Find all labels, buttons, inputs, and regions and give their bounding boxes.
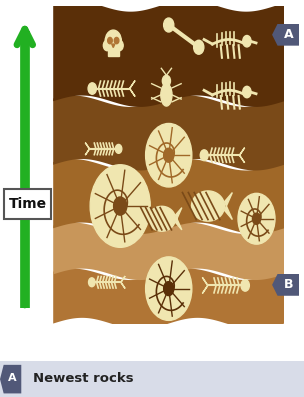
Polygon shape [0, 365, 21, 393]
Polygon shape [130, 81, 135, 96]
Circle shape [105, 30, 121, 52]
Circle shape [115, 145, 122, 153]
Polygon shape [53, 223, 284, 280]
Text: Time: Time [9, 197, 47, 211]
Circle shape [252, 213, 261, 224]
Text: A: A [284, 28, 293, 41]
Circle shape [164, 281, 174, 296]
Polygon shape [53, 159, 284, 234]
Polygon shape [202, 278, 208, 293]
Circle shape [146, 123, 192, 187]
Circle shape [103, 40, 111, 51]
Polygon shape [272, 24, 299, 46]
Polygon shape [240, 148, 245, 163]
Polygon shape [53, 269, 284, 329]
Circle shape [162, 75, 171, 87]
Circle shape [88, 278, 95, 287]
Circle shape [90, 165, 150, 247]
Circle shape [114, 197, 127, 215]
Polygon shape [53, 0, 284, 107]
Circle shape [164, 148, 174, 162]
Polygon shape [175, 208, 182, 230]
Polygon shape [148, 206, 175, 231]
Text: A: A [8, 374, 16, 384]
Circle shape [238, 193, 275, 244]
Polygon shape [112, 44, 115, 48]
Ellipse shape [161, 84, 172, 106]
Circle shape [200, 150, 208, 161]
Polygon shape [121, 276, 125, 289]
Text: Newest rocks: Newest rocks [33, 372, 134, 385]
Polygon shape [85, 143, 89, 155]
Circle shape [88, 83, 96, 94]
FancyBboxPatch shape [4, 189, 51, 220]
Polygon shape [224, 193, 232, 220]
Polygon shape [108, 46, 119, 56]
Polygon shape [53, 96, 284, 170]
Text: B: B [284, 278, 293, 291]
Circle shape [243, 86, 251, 98]
Circle shape [243, 35, 251, 47]
Circle shape [194, 40, 204, 54]
Circle shape [116, 40, 123, 51]
Circle shape [146, 257, 192, 320]
Circle shape [108, 37, 112, 44]
Circle shape [114, 37, 119, 44]
Polygon shape [192, 191, 224, 221]
Polygon shape [272, 274, 299, 296]
Circle shape [164, 18, 174, 32]
Circle shape [241, 280, 249, 291]
